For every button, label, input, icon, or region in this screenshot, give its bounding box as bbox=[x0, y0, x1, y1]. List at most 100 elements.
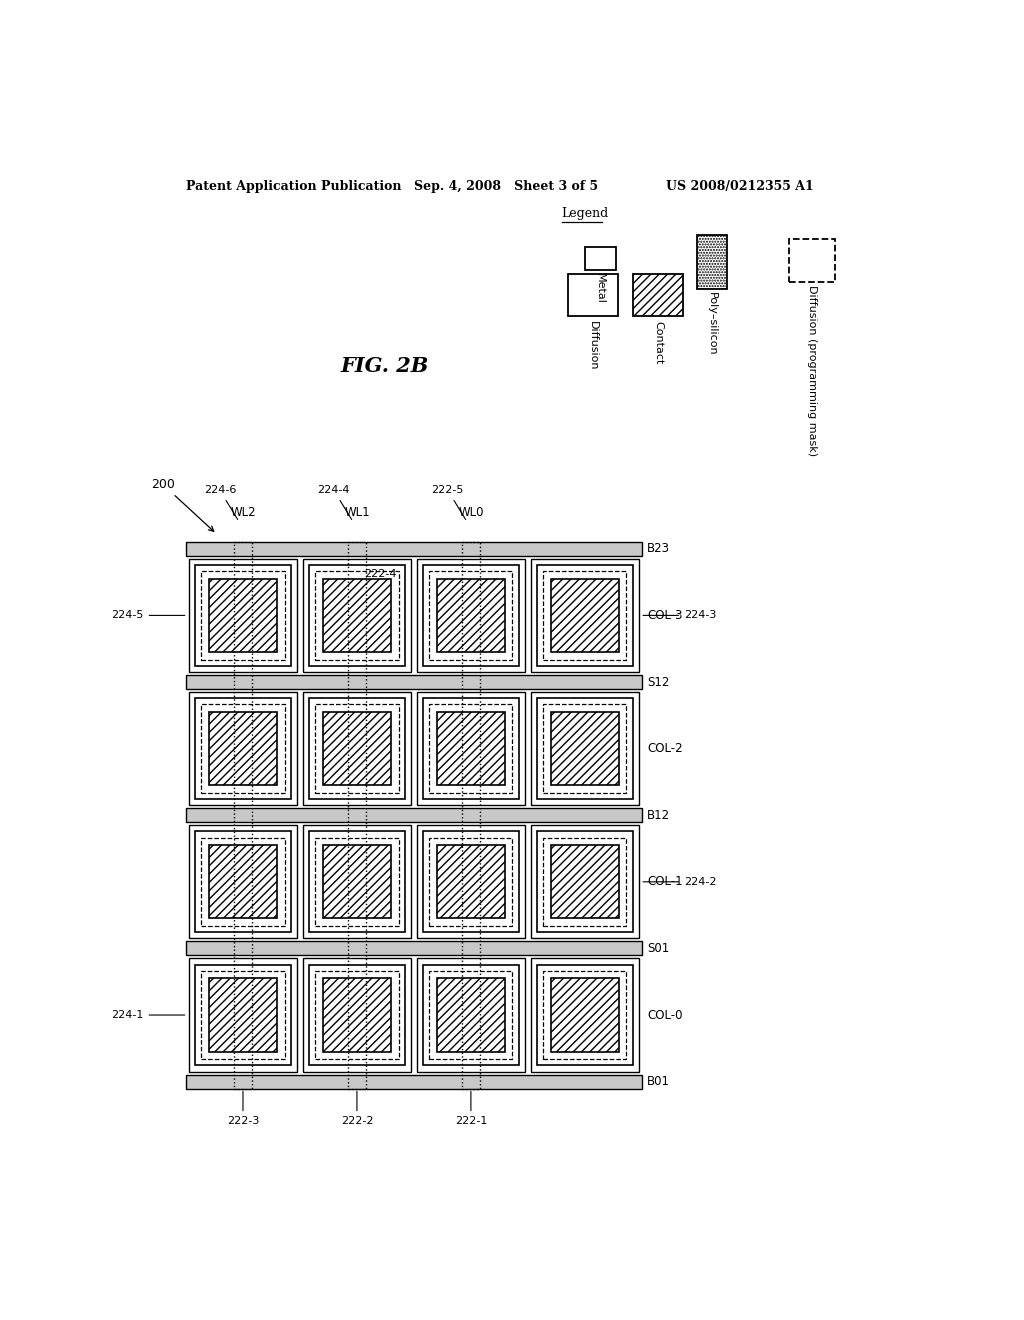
Bar bbox=[423, 698, 518, 799]
Bar bbox=[303, 825, 411, 939]
Bar bbox=[544, 572, 627, 660]
Bar bbox=[634, 275, 683, 317]
Bar bbox=[429, 970, 512, 1059]
Text: B23: B23 bbox=[647, 543, 671, 556]
Bar bbox=[423, 832, 518, 932]
Text: 200: 200 bbox=[151, 478, 214, 532]
Bar bbox=[323, 978, 391, 1052]
Bar bbox=[544, 705, 627, 793]
Text: 224-3: 224-3 bbox=[643, 610, 717, 620]
Bar bbox=[538, 698, 633, 799]
Text: WL1: WL1 bbox=[344, 506, 370, 519]
Bar bbox=[437, 711, 505, 785]
Bar bbox=[186, 808, 642, 822]
Text: S12: S12 bbox=[647, 676, 670, 689]
Bar bbox=[196, 965, 291, 1065]
Text: S01: S01 bbox=[647, 942, 670, 954]
Bar bbox=[309, 965, 404, 1065]
Text: 222-3: 222-3 bbox=[226, 1092, 259, 1126]
Text: Poly–silicon: Poly–silicon bbox=[707, 293, 717, 356]
Bar bbox=[531, 692, 639, 805]
Bar bbox=[551, 845, 618, 919]
Bar bbox=[209, 978, 276, 1052]
Bar bbox=[538, 965, 633, 1065]
Text: 224-6: 224-6 bbox=[204, 486, 238, 520]
Text: 222-2: 222-2 bbox=[341, 1092, 373, 1126]
Text: 224-1: 224-1 bbox=[112, 1010, 184, 1020]
Bar bbox=[189, 692, 297, 805]
Bar bbox=[531, 958, 639, 1072]
Text: US 2008/0212355 A1: US 2008/0212355 A1 bbox=[666, 181, 813, 194]
Bar bbox=[696, 235, 727, 289]
Bar bbox=[417, 692, 524, 805]
Text: COL-2: COL-2 bbox=[647, 742, 683, 755]
Bar bbox=[315, 838, 398, 927]
Text: FIG. 2B: FIG. 2B bbox=[340, 356, 429, 376]
Text: COL-3: COL-3 bbox=[647, 609, 683, 622]
Bar bbox=[437, 578, 505, 652]
Bar bbox=[437, 978, 505, 1052]
Bar bbox=[309, 698, 404, 799]
Bar bbox=[538, 832, 633, 932]
Bar bbox=[544, 970, 627, 1059]
Text: B01: B01 bbox=[647, 1074, 671, 1088]
Bar bbox=[417, 825, 524, 939]
Bar bbox=[186, 675, 642, 689]
Text: 224-4: 224-4 bbox=[317, 486, 351, 520]
Text: WL2: WL2 bbox=[230, 506, 256, 519]
Bar bbox=[585, 247, 615, 271]
Bar bbox=[531, 825, 639, 939]
Bar bbox=[348, 543, 367, 1089]
Bar bbox=[196, 565, 291, 665]
Bar bbox=[429, 572, 512, 660]
Text: 222-5: 222-5 bbox=[431, 486, 466, 520]
Bar bbox=[544, 838, 627, 927]
Bar bbox=[788, 239, 836, 281]
Bar bbox=[189, 825, 297, 939]
Bar bbox=[209, 711, 276, 785]
Bar bbox=[538, 565, 633, 665]
Text: Sep. 4, 2008   Sheet 3 of 5: Sep. 4, 2008 Sheet 3 of 5 bbox=[414, 181, 598, 194]
Bar bbox=[309, 565, 404, 665]
Bar bbox=[323, 845, 391, 919]
Bar bbox=[429, 705, 512, 793]
Bar bbox=[437, 845, 505, 919]
Bar bbox=[315, 970, 398, 1059]
Text: B12: B12 bbox=[647, 809, 671, 822]
Bar bbox=[429, 838, 512, 927]
Text: Diffusion: Diffusion bbox=[588, 321, 598, 371]
Bar bbox=[568, 275, 617, 317]
Bar bbox=[202, 705, 285, 793]
Text: Legend: Legend bbox=[562, 207, 609, 220]
Bar bbox=[233, 543, 252, 1089]
Text: 224-5: 224-5 bbox=[112, 610, 184, 620]
Bar bbox=[551, 578, 618, 652]
Bar bbox=[186, 1074, 642, 1089]
Text: Patent Application Publication: Patent Application Publication bbox=[186, 181, 401, 194]
Bar bbox=[303, 958, 411, 1072]
Bar bbox=[315, 705, 398, 793]
Bar bbox=[209, 845, 276, 919]
Text: 224-2: 224-2 bbox=[643, 876, 717, 887]
Text: WL0: WL0 bbox=[458, 506, 483, 519]
Bar bbox=[551, 978, 618, 1052]
Bar bbox=[202, 970, 285, 1059]
Bar bbox=[417, 558, 524, 672]
Bar bbox=[323, 711, 391, 785]
Bar bbox=[323, 578, 391, 652]
Bar bbox=[186, 941, 642, 956]
Text: 222-1: 222-1 bbox=[455, 1092, 487, 1126]
Bar bbox=[202, 572, 285, 660]
Bar bbox=[303, 692, 411, 805]
Bar bbox=[417, 958, 524, 1072]
Bar bbox=[303, 558, 411, 672]
Bar bbox=[462, 543, 480, 1089]
Text: Metal: Metal bbox=[595, 273, 605, 304]
Bar bbox=[423, 965, 518, 1065]
Bar bbox=[186, 541, 642, 556]
Bar bbox=[189, 958, 297, 1072]
Bar bbox=[189, 558, 297, 672]
Bar bbox=[196, 698, 291, 799]
Bar bbox=[209, 578, 276, 652]
Text: COL-0: COL-0 bbox=[647, 1008, 683, 1022]
